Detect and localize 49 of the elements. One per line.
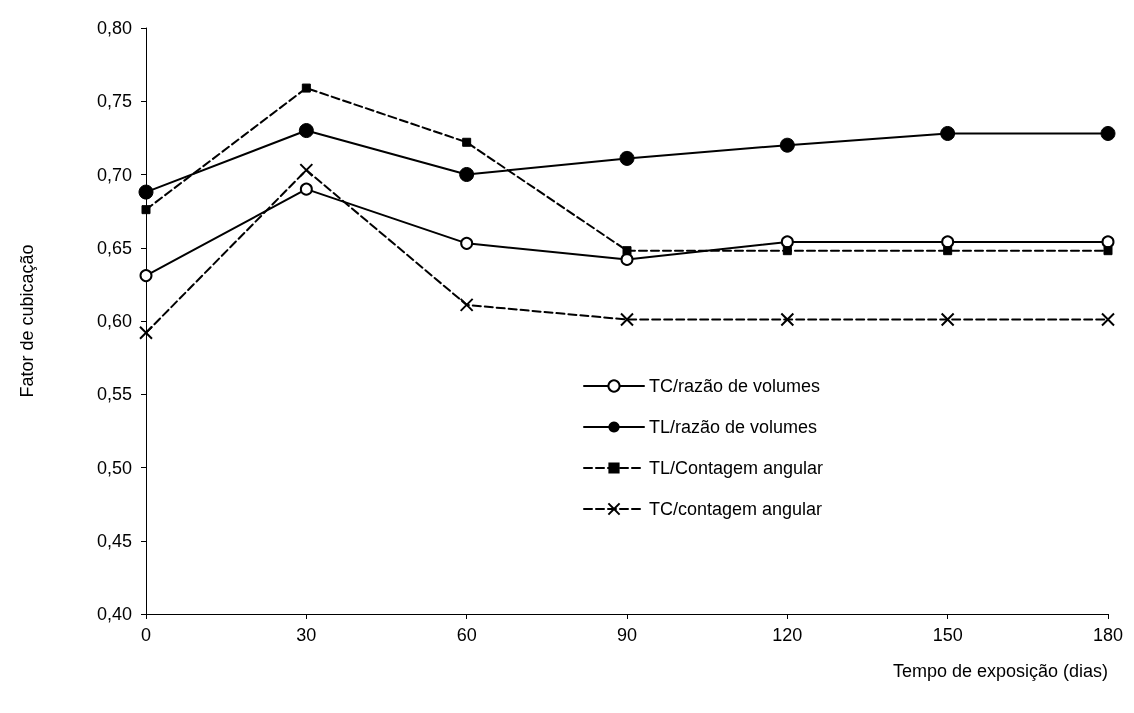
point [301,83,311,93]
point [941,235,955,249]
point [620,312,634,327]
point [462,137,472,147]
legend-label: TC/razão de volumes [649,376,821,396]
point [139,269,153,283]
x-tick-label: 60 [456,625,477,645]
y-tick-label: 0,60 [96,311,132,331]
y-axis-title: Fator de cubicação [17,244,37,398]
legend-label: TC/contagem angular [649,499,823,519]
y-tick-label: 0,45 [96,530,132,551]
legend-label: TL/Contagem angular [649,458,824,478]
point [298,123,314,139]
point [622,246,632,256]
point [459,167,475,182]
point [460,236,474,250]
legend-label: TL/razão de volumes [649,417,818,437]
point [141,205,151,215]
x-tick-label: 180 [1092,625,1124,645]
point [299,163,314,178]
point [943,246,953,256]
point [299,182,313,196]
x-axis-title: Tempo de exposição (dias) [892,661,1108,681]
point [779,137,795,153]
y-tick-label: 0,75 [96,91,132,112]
point [1101,312,1115,327]
y-tick-label: 0,40 [96,604,132,624]
point [1100,125,1116,141]
x-tick-label: 30 [296,625,317,645]
x-tick-label: 120 [772,625,803,645]
point [138,184,154,200]
y-tick-label: 0,65 [96,237,132,258]
point [940,312,955,327]
point [780,235,794,249]
point [139,325,153,340]
x-tick-label: 150 [932,625,963,645]
point [940,125,956,141]
point [620,252,634,266]
y-tick-label: 0,55 [96,384,132,405]
y-tick-label: 0,80 [96,18,132,38]
x-tick-label: 0 [140,625,152,645]
point [782,246,792,256]
point [1103,246,1113,256]
y-tick-label: 0,70 [96,164,132,185]
point [780,312,795,327]
y-tick-label: 0,50 [96,457,132,478]
point [619,150,635,166]
point [459,297,474,312]
x-tick-label: 90 [616,625,638,645]
